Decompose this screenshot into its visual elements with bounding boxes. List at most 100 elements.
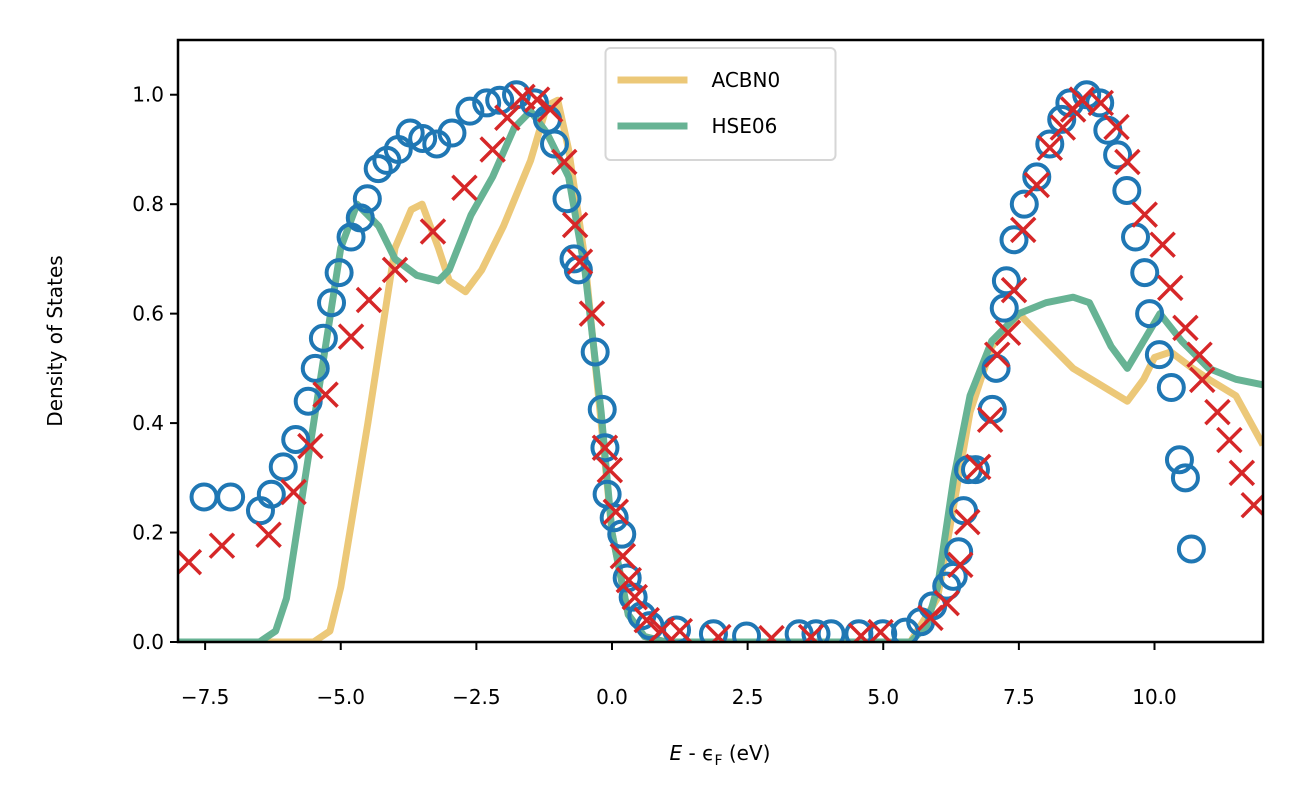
circle-marker	[317, 288, 347, 318]
cross-marker	[1114, 148, 1141, 176]
cross-marker	[1087, 89, 1115, 117]
cross-marker	[381, 256, 409, 284]
x-label-part: F	[714, 753, 722, 769]
x-tick-label: 2.5	[732, 685, 764, 709]
cross-marker	[479, 136, 506, 163]
cross-marker	[994, 319, 1022, 347]
plot-area	[178, 80, 1263, 642]
cross-marker	[983, 341, 1011, 368]
cross-marker	[280, 478, 307, 506]
circle-marker	[1164, 445, 1194, 475]
y-tick-label: 0.2	[132, 521, 164, 545]
cross-marker	[633, 606, 660, 634]
circle-marker	[539, 129, 569, 159]
cross-marker	[705, 623, 732, 642]
cross-marker	[1156, 274, 1184, 302]
circle-marker	[455, 96, 485, 126]
legend-box	[604, 47, 837, 161]
circle-marker	[580, 337, 610, 367]
circle-marker	[345, 203, 375, 233]
circle-marker	[1103, 140, 1133, 170]
cross-marker	[615, 566, 643, 594]
circle-marker	[324, 258, 354, 288]
cross-marker	[1216, 426, 1243, 454]
circle-marker	[599, 503, 629, 533]
circle-marker	[698, 619, 728, 642]
cross-marker	[451, 174, 478, 202]
line-series	[178, 96, 1263, 642]
axes-frame	[176, 38, 1265, 644]
circle-marker	[363, 154, 393, 184]
cross-marker	[1036, 134, 1064, 162]
circle-marker	[552, 184, 582, 214]
cross-marker	[355, 286, 383, 314]
cross-marker	[596, 456, 624, 484]
circle-marker	[635, 611, 665, 641]
x-label-part: - ϵ	[682, 741, 714, 765]
legend: ACBN0 HSE06	[604, 47, 837, 161]
cross-marker	[178, 548, 203, 576]
circle-marker	[1135, 299, 1165, 329]
x-tick-label: −7.5	[181, 685, 230, 709]
circle-marker	[563, 255, 593, 285]
cross-marker	[1189, 366, 1216, 394]
x-label-part: E	[670, 741, 683, 765]
circle-marker	[352, 184, 382, 214]
cross-marker	[1131, 201, 1158, 228]
x-tick-label: 10.0	[1132, 685, 1177, 709]
cross-marker	[933, 589, 960, 617]
circle-marker	[1121, 222, 1151, 252]
x-tick-label: −2.5	[452, 685, 501, 709]
circle-marker	[949, 496, 979, 526]
x-tick-label: −5.0	[316, 685, 365, 709]
cross-marker	[551, 148, 578, 176]
circle-marker	[308, 323, 338, 353]
cross-marker	[758, 624, 785, 642]
cross-marker	[602, 498, 630, 525]
circle-marker	[1144, 340, 1174, 370]
circle-marker	[268, 452, 298, 482]
x-axis-label: E - ϵF (eV)	[670, 741, 771, 769]
cross-marker	[1009, 216, 1037, 244]
circle-marker	[989, 293, 1019, 323]
circle-marker	[1170, 463, 1200, 493]
y-axis-label: Density of States	[43, 255, 67, 426]
cross-marker	[1172, 314, 1199, 342]
cross-marker	[337, 323, 365, 350]
circle-marker	[868, 619, 898, 642]
circle-marker	[472, 88, 502, 118]
circle-marker	[1093, 115, 1123, 145]
circle-marker	[1176, 534, 1206, 564]
cross-marker	[847, 622, 875, 642]
cross-marker	[255, 521, 282, 548]
cross-marker	[297, 432, 324, 460]
legend-label: HSE06	[712, 114, 778, 138]
cross-marker	[954, 508, 981, 536]
circle-marker	[607, 519, 637, 549]
circle-marker	[1035, 129, 1065, 159]
cross-marker	[867, 618, 894, 642]
circle-marker	[784, 619, 814, 642]
y-tick-label: 0.6	[132, 302, 164, 326]
cross-marker	[578, 300, 606, 327]
cross-marker	[1186, 341, 1213, 368]
cross-marker	[591, 434, 619, 461]
y-tick-label: 0.0	[132, 630, 164, 654]
cross-marker	[312, 381, 339, 408]
cross-marker	[536, 96, 564, 123]
legend-label: ACBN0	[712, 68, 781, 92]
circle-marker	[189, 482, 219, 512]
y-tick-label: 0.4	[132, 411, 164, 435]
cross-marker	[621, 583, 649, 611]
x-label-part: (eV)	[723, 741, 771, 765]
x-tick-label: 0.0	[596, 685, 628, 709]
circle-marker	[1112, 176, 1142, 205]
circle-marker	[256, 479, 286, 509]
circle-marker	[590, 433, 620, 463]
circle-marker	[408, 124, 438, 154]
cross-marker	[797, 623, 825, 642]
circle-marker	[1047, 104, 1077, 134]
x-tick-label: 7.5	[1003, 685, 1035, 709]
cross-marker	[976, 406, 1004, 434]
